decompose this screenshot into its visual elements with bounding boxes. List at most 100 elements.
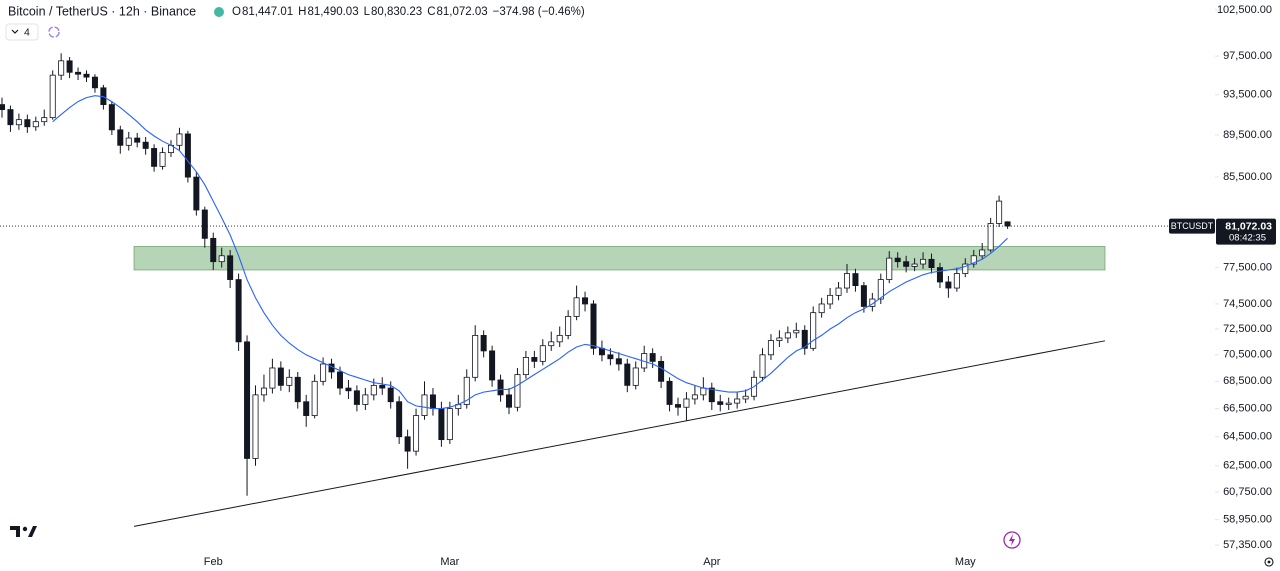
candle-body <box>970 255 977 265</box>
candle-body <box>277 367 284 386</box>
y-tick-label: 62,500.00 <box>1223 460 1272 472</box>
candle-body <box>810 312 817 349</box>
candle-body <box>725 402 732 405</box>
candle-body <box>117 129 124 146</box>
zone <box>133 246 1106 271</box>
candle-body <box>497 379 504 396</box>
candle-body <box>404 436 411 452</box>
candle-body <box>920 258 927 265</box>
candle-body <box>311 380 318 416</box>
candle-body <box>708 387 715 403</box>
candle-body <box>15 119 22 126</box>
ohlc-label: H <box>298 6 306 18</box>
ohlc-value: 80,830.23 <box>371 6 422 18</box>
candle-body <box>877 279 884 300</box>
candle-body <box>345 387 352 392</box>
candle-body <box>83 73 90 78</box>
y-tick-label: 72,500.00 <box>1223 323 1272 335</box>
x-tick-label: May <box>955 556 976 568</box>
candle-body <box>615 358 622 365</box>
candle-body <box>894 257 901 263</box>
settings-icon[interactable] <box>1264 557 1274 567</box>
candle-body <box>666 380 673 405</box>
candle-body <box>429 394 436 410</box>
candle-body <box>210 237 217 263</box>
plot-area <box>0 9 1219 546</box>
candle-body <box>489 350 496 381</box>
candle-body <box>184 133 191 178</box>
candle-body <box>860 285 867 307</box>
candle-body <box>734 398 741 404</box>
candle-body <box>480 335 487 352</box>
candle-body <box>717 401 724 405</box>
candle-body <box>903 261 910 267</box>
candle-body <box>962 263 969 274</box>
refresh-icon[interactable] <box>48 26 60 38</box>
y-tick-label: 89,500.00 <box>1223 129 1272 141</box>
candle-body <box>370 384 377 396</box>
candle-body <box>244 341 251 459</box>
ohlc-label: O <box>232 6 241 18</box>
candle-body <box>827 294 834 305</box>
candle-body <box>75 71 82 75</box>
candle-body <box>396 401 403 438</box>
indicator-toggle[interactable] <box>5 23 39 41</box>
candle-body <box>936 267 943 283</box>
y-tick-label: 77,500.00 <box>1223 262 1272 274</box>
y-tick-label: 97,500.00 <box>1223 50 1272 62</box>
candle-body <box>700 387 707 396</box>
candle-body <box>852 273 859 287</box>
candle-body <box>818 303 825 314</box>
candle-body <box>472 335 479 378</box>
candle-body <box>252 394 259 459</box>
candle-body <box>7 109 14 126</box>
candle-body <box>235 279 242 343</box>
candle-body <box>624 363 631 386</box>
candle-body <box>759 354 766 378</box>
chevron-icon <box>11 29 19 34</box>
y-tick-label: 60,750.00 <box>1223 486 1272 498</box>
candle-body <box>801 329 808 349</box>
candle-body <box>565 316 572 336</box>
candle-body <box>218 255 225 263</box>
candle-body <box>531 357 538 362</box>
candle-body <box>886 257 893 280</box>
candle-body <box>286 376 293 386</box>
candle-body <box>446 408 453 441</box>
candle-body <box>176 133 183 146</box>
candle-body <box>844 273 851 289</box>
candle-body <box>987 223 994 251</box>
ohlc-label: L <box>364 6 371 18</box>
candle-body <box>793 329 800 334</box>
candle-body <box>590 303 597 349</box>
symbol-tag: BTCUSDT <box>1171 221 1214 231</box>
candle-body <box>556 335 563 343</box>
settings-icon-dot <box>1267 560 1271 564</box>
candle-body <box>649 353 656 362</box>
ohlc-value: 81,072.03 <box>437 6 488 18</box>
candle-body <box>548 341 555 347</box>
candle-body <box>0 104 5 110</box>
candle-body <box>66 60 73 73</box>
chart-title: Bitcoin / TetherUS · 12h · Binance <box>8 4 196 18</box>
indicator-count: 4 <box>24 26 30 38</box>
candle-body <box>928 258 935 268</box>
candle-body <box>784 332 791 339</box>
candle-body <box>142 141 149 149</box>
candle-body <box>742 395 749 400</box>
candle-body <box>514 374 521 408</box>
y-tick-label: 74,500.00 <box>1223 298 1272 310</box>
candle-body <box>336 371 343 389</box>
y-tick-label: 70,500.00 <box>1223 349 1272 361</box>
ohlc-label: C <box>427 6 435 18</box>
candle-body <box>607 354 614 360</box>
ohlc-value: 81,447.01 <box>242 6 293 18</box>
x-tick-label: Mar <box>440 556 459 568</box>
candle-body <box>227 255 234 280</box>
y-tick-label: 85,500.00 <box>1223 171 1272 183</box>
candle-body <box>201 209 208 239</box>
candle-body <box>463 376 470 405</box>
